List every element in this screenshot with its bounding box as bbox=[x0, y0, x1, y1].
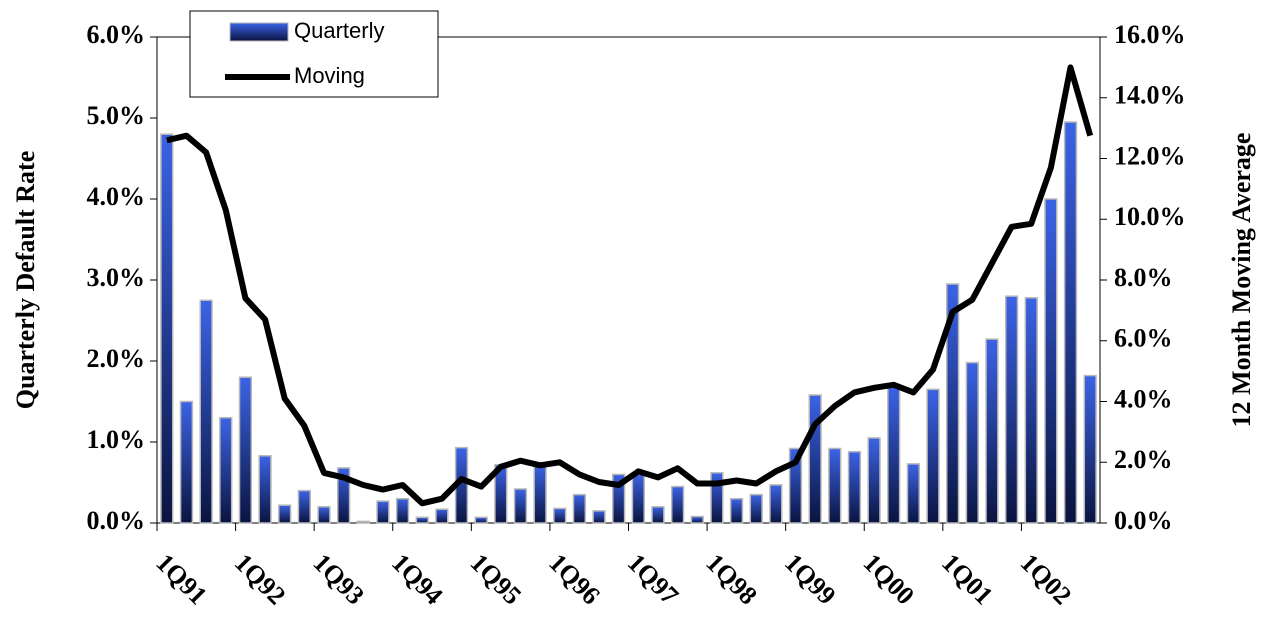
bar bbox=[788, 447, 803, 524]
bar bbox=[965, 361, 979, 524]
bar bbox=[435, 508, 449, 524]
bar bbox=[906, 463, 921, 524]
bar bbox=[199, 299, 213, 524]
bar bbox=[887, 386, 901, 524]
y-tick-label: 2.0% bbox=[87, 344, 146, 373]
y2-tick-label: 16.0% bbox=[1114, 20, 1186, 49]
bar bbox=[474, 516, 488, 524]
bar bbox=[317, 506, 331, 524]
x-tick-label: 1Q95 bbox=[465, 548, 527, 610]
y2-tick-label: 6.0% bbox=[1114, 324, 1173, 353]
y-tick-label: 1.0% bbox=[87, 425, 146, 454]
y2-axis-title: 12 Month Moving Average bbox=[1227, 133, 1256, 428]
bar bbox=[985, 338, 999, 524]
bar bbox=[179, 400, 194, 524]
bar bbox=[592, 510, 606, 524]
bar bbox=[749, 493, 763, 524]
y2-tick-label: 14.0% bbox=[1114, 81, 1186, 110]
bar bbox=[926, 388, 940, 524]
x-tick-label: 1Q02 bbox=[1015, 548, 1077, 610]
legend-label: Quarterly bbox=[294, 18, 384, 43]
bar bbox=[808, 394, 822, 524]
y2-tick-label: 8.0% bbox=[1114, 263, 1173, 292]
x-tick-label: 1Q00 bbox=[858, 548, 920, 610]
bar bbox=[828, 447, 842, 524]
bar bbox=[297, 489, 311, 524]
bar bbox=[533, 463, 547, 524]
bar bbox=[946, 283, 960, 524]
bar bbox=[395, 497, 410, 524]
bar bbox=[1004, 295, 1019, 524]
y2-tick-label: 10.0% bbox=[1114, 202, 1186, 231]
bar bbox=[278, 504, 292, 524]
x-tick-label: 1Q91 bbox=[150, 548, 212, 610]
x-tick-label: 1Q98 bbox=[700, 548, 762, 610]
bar bbox=[415, 516, 429, 524]
line bbox=[166, 64, 1094, 507]
y2-tick-label: 4.0% bbox=[1114, 384, 1173, 413]
y2-tick-label: 12.0% bbox=[1114, 141, 1186, 170]
bar bbox=[160, 133, 174, 524]
x-tick-label: 1Q94 bbox=[386, 548, 448, 610]
legend-label: Moving bbox=[294, 63, 365, 88]
bar bbox=[631, 473, 645, 524]
x-tick-label: 1Q92 bbox=[229, 548, 291, 610]
bar bbox=[847, 450, 862, 524]
x-tick-label: 1Q01 bbox=[936, 548, 998, 610]
legend-swatch bbox=[229, 22, 289, 42]
bar bbox=[336, 467, 351, 524]
bar bbox=[1024, 297, 1038, 524]
bar bbox=[769, 484, 783, 524]
x-tick-label: 1Q97 bbox=[622, 548, 684, 610]
bar bbox=[553, 507, 567, 524]
bar bbox=[1063, 121, 1078, 524]
bar bbox=[356, 520, 370, 524]
x-tick-label: 1Q99 bbox=[779, 548, 841, 610]
bar bbox=[1044, 198, 1058, 524]
bar bbox=[238, 376, 253, 524]
y-tick-label: 0.0% bbox=[87, 506, 146, 535]
bar bbox=[867, 437, 881, 524]
bar bbox=[651, 506, 665, 524]
bar bbox=[376, 500, 390, 524]
bar bbox=[670, 485, 685, 524]
bar bbox=[729, 497, 744, 524]
y-tick-label: 3.0% bbox=[87, 263, 146, 292]
y-tick-label: 5.0% bbox=[87, 101, 146, 130]
y-tick-label: 4.0% bbox=[87, 182, 146, 211]
bar bbox=[612, 473, 626, 524]
y2-tick-label: 0.0% bbox=[1114, 506, 1173, 535]
y-axis-title: Quarterly Default Rate bbox=[11, 151, 40, 409]
bar bbox=[572, 493, 587, 524]
bar bbox=[258, 455, 272, 524]
bar bbox=[219, 416, 233, 524]
y-tick-label: 6.0% bbox=[87, 20, 146, 49]
bar bbox=[710, 472, 724, 524]
y2-tick-label: 2.0% bbox=[1114, 445, 1173, 474]
bar bbox=[1083, 374, 1097, 524]
x-tick-label: 1Q93 bbox=[308, 548, 370, 610]
bar bbox=[690, 515, 704, 524]
x-tick-label: 1Q96 bbox=[543, 548, 605, 610]
bar bbox=[513, 488, 528, 524]
